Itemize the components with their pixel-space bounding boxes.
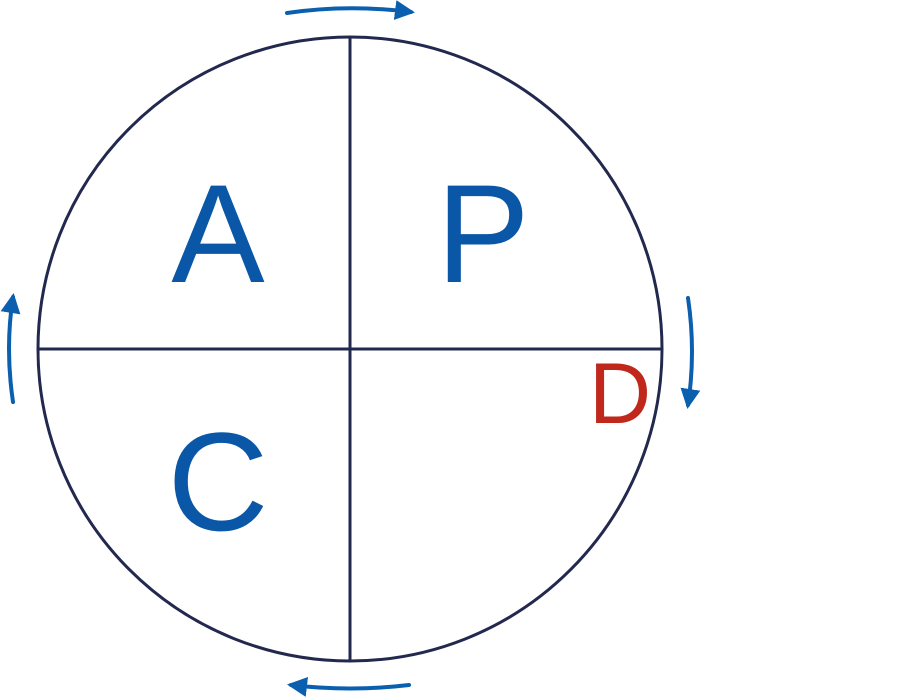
bottom-cycle-arrow (287, 676, 411, 697)
quadrant-label-bottom-left: C (167, 403, 268, 560)
right-cycle-arrow (680, 296, 701, 409)
top-cycle-arrow (285, 0, 415, 20)
quadrant-label-top-right: P (436, 155, 529, 312)
quadrant-label-top-left: A (171, 155, 265, 312)
quadrant-label-bottom-right: D (589, 346, 651, 442)
left-cycle-arrow (0, 293, 21, 404)
